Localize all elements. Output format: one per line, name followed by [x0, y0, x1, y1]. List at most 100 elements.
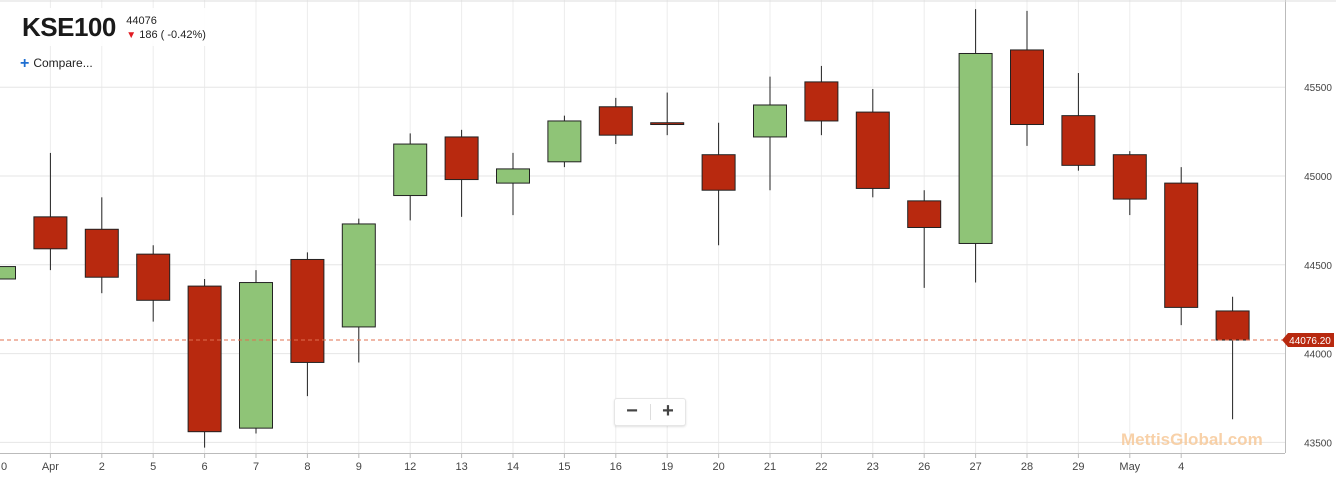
candle: [598, 97, 633, 145]
candle-body: [1215, 310, 1250, 341]
candle-body: [496, 168, 530, 184]
compare-button[interactable]: + Compare...: [20, 55, 93, 73]
watermark-logo: MettisGlobal.com: [1121, 430, 1263, 449]
x-tick-label: 21: [764, 461, 776, 473]
plus-icon: +: [20, 55, 30, 72]
candle-body: [33, 216, 68, 250]
candle: [136, 245, 171, 322]
candle-body: [1112, 154, 1147, 200]
x-tick-label: 28: [1021, 461, 1033, 473]
x-tick-label: 27: [969, 461, 981, 473]
y-tick-label: 44500: [1304, 261, 1332, 272]
candle-body: [84, 228, 119, 278]
candle-body: [1164, 182, 1199, 308]
candle: [33, 152, 68, 271]
zoom-out-button[interactable]: −: [626, 400, 638, 422]
y-tick-label: 44000: [1304, 350, 1332, 361]
x-tick-label: 20: [712, 461, 724, 473]
candle-body: [958, 52, 993, 244]
candles: [0, 9, 1250, 448]
candle-body: [701, 154, 736, 191]
candle-body: [804, 81, 839, 122]
candle: [0, 266, 16, 280]
x-tick-label: 6: [202, 461, 208, 473]
candle-body: [136, 253, 171, 301]
candle: [650, 92, 685, 136]
x-tick-label: 2: [99, 461, 105, 473]
x-tick-label: 8: [304, 461, 310, 473]
last-value: 44076: [126, 15, 157, 27]
candle-body: [1010, 49, 1044, 126]
zoom-in-button[interactable]: +: [662, 400, 674, 422]
last-price-label: 44076.20: [1289, 336, 1331, 347]
candle-body: [341, 223, 376, 328]
x-tick-label: 13: [455, 461, 467, 473]
x-tick-label: 4: [1178, 461, 1184, 473]
last-price-tag: [1282, 333, 1334, 348]
candle-body: [598, 106, 633, 136]
candle-body: [855, 111, 890, 189]
x-tick-label: 7: [253, 461, 259, 473]
candle-body: [547, 120, 582, 163]
candle: [1215, 296, 1250, 420]
candle-body: [239, 282, 273, 429]
x-tick-label: 16: [610, 461, 622, 473]
candle-body: [393, 143, 428, 197]
candle: [290, 252, 325, 397]
symbol-legend: KSE100 44076 ▼ 186 ( -0.42%): [12, 8, 214, 46]
x-tick-label: 19: [661, 461, 673, 473]
candle-body: [0, 266, 16, 280]
last-price-group: 44076.20: [0, 333, 1334, 348]
compare-label: Compare...: [33, 56, 93, 70]
candle: [547, 115, 582, 168]
zoom-controls: − +: [614, 398, 686, 426]
candle: [496, 152, 530, 216]
candle: [239, 270, 273, 434]
axes: 43500 44000 44500 45000 45500 0 Apr 2 5 6 7 8 9 12 13 1…: [0, 0, 1336, 473]
x-tick-label: 14: [507, 461, 519, 473]
x-tick-label: 12: [404, 461, 416, 473]
arrow-down-icon: ▼: [126, 30, 137, 41]
candle: [701, 122, 736, 246]
candle: [1164, 167, 1199, 326]
change-text: 186 ( -0.42%): [139, 29, 206, 41]
x-tick-label: Apr: [42, 461, 59, 473]
y-tick-label: 45500: [1304, 83, 1332, 94]
candle: [804, 65, 839, 136]
candle: [958, 9, 993, 283]
x-tick-label: 29: [1072, 461, 1084, 473]
candle-body: [753, 104, 787, 138]
candle-body: [444, 136, 479, 181]
x-tick-label: 15: [558, 461, 570, 473]
x-tick-label: 23: [867, 461, 879, 473]
candle: [187, 278, 222, 448]
x-tick-label: May: [1119, 461, 1140, 473]
x-tick-label: 9: [356, 461, 362, 473]
candle-body: [907, 200, 942, 228]
x-tick-label: 0: [1, 461, 7, 473]
y-tick-label: 45000: [1304, 172, 1332, 183]
candle-body: [187, 285, 222, 433]
candle-body: [650, 122, 685, 126]
candle: [907, 190, 942, 288]
x-tick-label: 22: [815, 461, 827, 473]
y-tick-label: 43500: [1304, 438, 1332, 449]
candle: [753, 76, 787, 191]
candle: [855, 89, 890, 198]
candle: [1061, 73, 1096, 171]
candle: [341, 218, 376, 363]
candle: [1010, 10, 1044, 146]
candle: [444, 129, 479, 217]
x-tick-label: 5: [150, 461, 156, 473]
zoom-divider: [650, 404, 651, 420]
x-tick-label: 26: [918, 461, 930, 473]
candle: [1112, 151, 1147, 216]
symbol-name: KSE100: [22, 12, 116, 42]
candle-body: [1061, 115, 1096, 166]
candle-body: [290, 258, 325, 363]
candle: [393, 133, 428, 221]
legend-values: 44076 ▼ 186 ( -0.42%): [126, 10, 206, 43]
candle: [84, 197, 119, 294]
